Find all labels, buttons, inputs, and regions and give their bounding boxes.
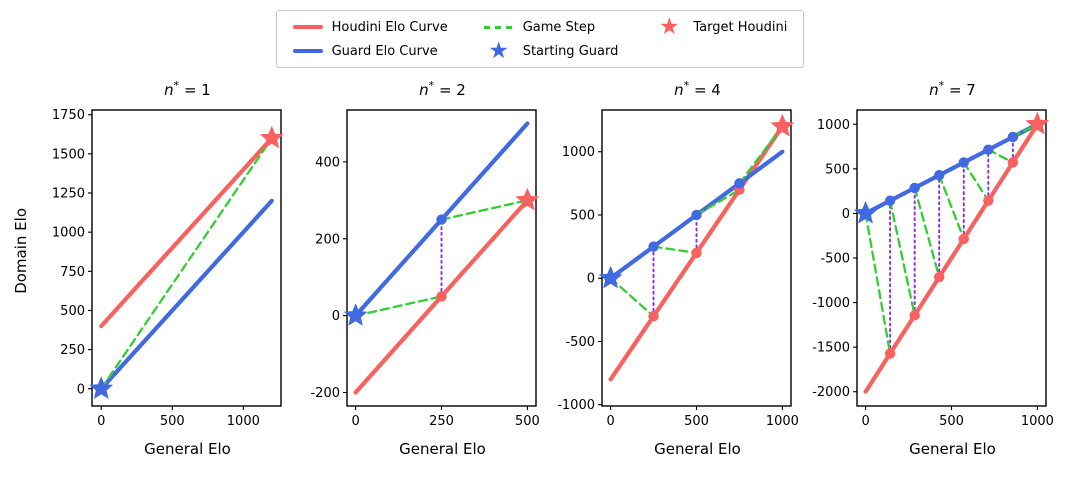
guard-curve-line-swatch <box>292 49 323 53</box>
subplot-nstar-7: n* = 7 0 500 1000 -2000 -1500 -1000 -500 0 500 10… <box>799 74 1054 458</box>
subplot-nstar-4: n* = 4 0 500 1000 -1000 -500 0 500 1000 General… <box>544 74 799 458</box>
svg-text:250: 250 <box>60 343 85 358</box>
svg-text:-1500: -1500 <box>812 341 850 356</box>
svg-text:500: 500 <box>570 208 595 223</box>
svg-text:1000: 1000 <box>227 414 260 429</box>
svg-text:0: 0 <box>861 414 869 429</box>
svg-text:1000: 1000 <box>52 226 85 241</box>
legend-item-game-step: Game Step <box>483 17 619 37</box>
subplot-title: n* = 7 <box>929 79 976 99</box>
svg-text:500: 500 <box>825 162 850 177</box>
svg-text:500: 500 <box>939 414 964 429</box>
svg-text:1750: 1750 <box>52 108 85 123</box>
svg-text:-1000: -1000 <box>557 398 595 413</box>
legend-label: Target Houdini <box>693 19 788 35</box>
x-axis-label: General Elo <box>654 440 741 458</box>
svg-text:250: 250 <box>429 414 454 429</box>
plot-canvas: 0 250 500 -200 0 200 400 <box>310 109 540 429</box>
plot-canvas: 0 500 1000 0 250 500 750 1000 1250 1500 1750 <box>52 108 284 429</box>
subplot-nstar-1: n* = 1 0 500 1000 0 250 500 750 1000 1250 1500 175… <box>34 74 289 458</box>
svg-text:1000: 1000 <box>562 145 595 160</box>
svg-text:0: 0 <box>332 309 340 324</box>
x-axis-label: General Elo <box>909 440 996 458</box>
svg-text:1000: 1000 <box>1021 414 1054 429</box>
svg-text:0: 0 <box>606 414 614 429</box>
svg-text:-500: -500 <box>820 252 850 267</box>
charts-row: Domain Elo n* = 1 0 500 1000 0 250 500 750 1000… <box>0 74 1080 458</box>
svg-text:-200: -200 <box>310 386 340 401</box>
subplot-title: n* = 4 <box>674 79 721 99</box>
legend-item-guard-elo-curve: Guard Elo Curve <box>292 41 448 61</box>
svg-text:500: 500 <box>684 414 709 429</box>
legend-label: Game Step <box>522 19 596 35</box>
svg-text:0: 0 <box>842 207 850 222</box>
starting-guard-star-icon: ★ <box>488 38 510 64</box>
svg-text:0: 0 <box>97 414 105 429</box>
legend-label: Guard Elo Curve <box>331 43 438 59</box>
svg-text:0: 0 <box>77 382 85 397</box>
legend-label: Starting Guard <box>522 43 619 59</box>
subplot-title: n* = 2 <box>419 79 466 99</box>
svg-text:-2000: -2000 <box>812 385 850 400</box>
subplot-title: n* = 1 <box>164 79 211 99</box>
svg-text:-1000: -1000 <box>812 296 850 311</box>
svg-text:0: 0 <box>351 414 359 429</box>
y-axis-label: Domain Elo <box>12 208 30 294</box>
svg-text:1000: 1000 <box>817 118 850 133</box>
svg-text:1000: 1000 <box>766 414 799 429</box>
x-axis-label: General Elo <box>144 440 231 458</box>
svg-text:750: 750 <box>60 265 85 280</box>
svg-text:200: 200 <box>315 232 340 247</box>
legend: Houdini Elo Curve Guard Elo Curve Game S… <box>275 10 805 68</box>
x-axis-label: General Elo <box>399 440 486 458</box>
target-houdini-star-icon: ★ <box>659 14 680 40</box>
legend-label: Houdini Elo Curve <box>331 19 448 35</box>
legend-item-houdini-elo-curve: Houdini Elo Curve <box>292 17 448 37</box>
svg-text:-500: -500 <box>565 335 595 350</box>
legend-item-target-houdini: ★ Target Houdini <box>654 14 788 40</box>
svg-text:500: 500 <box>515 414 540 429</box>
svg-text:0: 0 <box>587 272 595 287</box>
game-step-dash-swatch <box>483 25 514 29</box>
plot-canvas: 0 500 1000 -2000 -1500 -1000 -500 0 500 1000 <box>812 109 1054 429</box>
subplot-nstar-2: n* = 2 0 250 500 -200 0 200 400 General Elo <box>289 74 544 458</box>
svg-text:500: 500 <box>60 304 85 319</box>
legend-item-starting-guard: ★ Starting Guard <box>484 38 619 64</box>
houdini-curve-line-swatch <box>292 25 323 29</box>
svg-text:400: 400 <box>315 155 340 170</box>
svg-text:500: 500 <box>160 414 185 429</box>
plot-canvas: 0 500 1000 -1000 -500 0 500 1000 <box>557 109 799 429</box>
svg-text:1500: 1500 <box>52 147 85 162</box>
svg-text:1250: 1250 <box>52 187 85 202</box>
